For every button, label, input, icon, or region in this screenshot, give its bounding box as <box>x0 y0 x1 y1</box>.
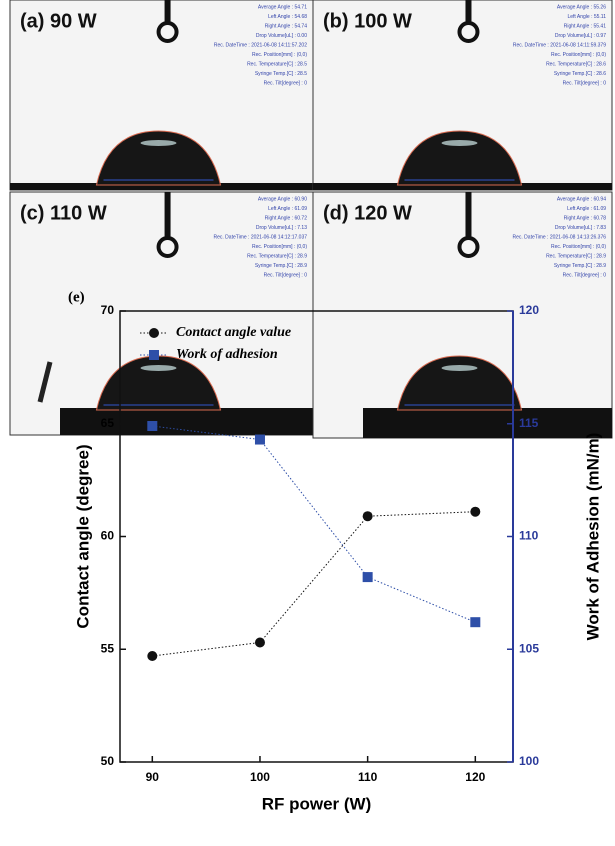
panel-label: (a) 90 W <box>20 10 97 32</box>
y-tick-label: 65 <box>101 416 115 430</box>
readout: Right Angle : 60.78 <box>564 215 606 221</box>
readout: Rec. Position[mm] : (0,0) <box>252 52 307 58</box>
readout: Rec. Tilt[degree] : 0 <box>264 80 308 86</box>
reflection <box>441 140 478 146</box>
readout: Left Angle : 55.11 <box>567 14 606 20</box>
data-point <box>362 511 373 522</box>
substrate <box>10 183 313 190</box>
readout: Drop Volume[uL] : 7.83 <box>555 225 606 231</box>
readout: Average Angle : 60.94 <box>557 196 606 202</box>
x-axis-title: RF power (W) <box>262 794 372 813</box>
needle-ring <box>156 236 179 258</box>
data-point <box>362 572 373 583</box>
readout: Left Angle : 61.09 <box>268 206 307 212</box>
needle-ring <box>156 21 179 43</box>
data-point <box>147 421 158 432</box>
y2-tick-label: 105 <box>519 641 539 655</box>
readout: Rec. Position[mm] : (0,0) <box>551 244 606 250</box>
droplet <box>396 130 523 186</box>
y2-tick-label: 110 <box>519 529 539 543</box>
panel-label: (e) <box>68 289 85 305</box>
panel-label: (d) 120 W <box>323 202 412 224</box>
needle-ring <box>457 236 480 258</box>
reflection <box>140 365 177 371</box>
y2-axis-title: Work of Adhesion (mN/m) <box>583 433 602 641</box>
readout: Right Angle : 55.41 <box>564 23 606 29</box>
legend-label: Contact angle value <box>176 325 291 340</box>
substrate <box>363 408 612 438</box>
x-tick-label: 90 <box>146 770 160 784</box>
panel-label: (b) 100 W <box>323 10 412 32</box>
readout: Rec. DateTime : 2021-06-08 14:13:26.376 <box>513 234 607 240</box>
x-tick-label: 100 <box>250 770 270 784</box>
needle <box>465 192 472 237</box>
readout: Left Angle : 54.68 <box>268 14 307 20</box>
readout: Average Angle : 55.26 <box>557 4 606 10</box>
data-point <box>470 617 481 628</box>
legend-marker <box>149 350 159 360</box>
readout: Rec. DateTime : 2021-06-08 14:11:59.379 <box>513 42 606 48</box>
substrate <box>60 408 313 435</box>
y-tick-label: 60 <box>101 529 115 543</box>
y-tick-label: 70 <box>101 303 115 317</box>
readout: Rec. Temperature[C] : 28.6 <box>546 61 606 67</box>
readout: Drop Volume[uL] : 0.00 <box>256 33 307 39</box>
data-point <box>254 637 265 648</box>
readout: Rec. Temperature[C] : 28.9 <box>546 253 606 259</box>
data-point <box>470 506 481 517</box>
reflection <box>441 365 478 371</box>
y2-tick-label: 115 <box>519 416 539 430</box>
readout: Rec. Temperature[C] : 28.9 <box>247 253 307 259</box>
substrate <box>313 183 612 190</box>
data-point <box>147 651 158 662</box>
y-tick-label: 50 <box>101 754 115 768</box>
readout: Average Angle : 60.90 <box>258 196 307 202</box>
readout: Right Angle : 60.72 <box>265 215 307 221</box>
x-tick-label: 120 <box>465 770 485 784</box>
readout: Syringe Temp.[C] : 28.5 <box>255 71 307 77</box>
readout: Drop Volume[uL] : 7.13 <box>256 225 307 231</box>
needle <box>465 0 472 22</box>
readout: Left Angle : 61.09 <box>567 206 606 212</box>
readout: Syringe Temp.[C] : 28.9 <box>255 263 307 269</box>
readout: Rec. DateTime : 2021-06-08 14:12:17.037 <box>214 234 308 240</box>
x-tick-label: 110 <box>358 770 378 784</box>
readout: Rec. Temperature[C] : 28.5 <box>247 61 307 67</box>
readout: Average Angle : 54.71 <box>258 4 307 10</box>
needle-ring <box>457 21 480 43</box>
readout: Rec. Position[mm] : (0,0) <box>252 244 307 250</box>
readout: Drop Volume[uL] : 0.97 <box>555 33 606 39</box>
readout: Right Angle : 54.74 <box>265 23 307 29</box>
panel-label: (c) 110 W <box>20 202 107 224</box>
droplet <box>95 130 222 186</box>
readout: Rec. Tilt[degree] : 0 <box>563 80 607 86</box>
readout: Syringe Temp.[C] : 28.6 <box>554 71 606 77</box>
legend-marker <box>149 328 159 338</box>
data-point <box>254 434 265 445</box>
readout: Rec. Tilt[degree] : 0 <box>264 272 308 278</box>
readout: Rec. DateTime : 2021-06-08 14:11:57.202 <box>214 42 307 48</box>
readout: Rec. Position[mm] : (0,0) <box>551 52 606 58</box>
reflection <box>140 140 177 146</box>
tweezer <box>37 361 53 403</box>
y-axis-title: Contact angle (degree) <box>73 444 92 628</box>
y2-tick-label: 100 <box>519 754 539 768</box>
readout: Rec. Tilt[degree] : 0 <box>563 272 607 278</box>
needle <box>164 0 171 22</box>
legend-label: Work of adhesion <box>176 347 278 362</box>
y-tick-label: 55 <box>101 641 115 655</box>
needle <box>164 192 171 237</box>
droplet <box>396 355 523 411</box>
readout: Syringe Temp.[C] : 28.9 <box>554 263 606 269</box>
y2-tick-label: 120 <box>519 303 539 317</box>
